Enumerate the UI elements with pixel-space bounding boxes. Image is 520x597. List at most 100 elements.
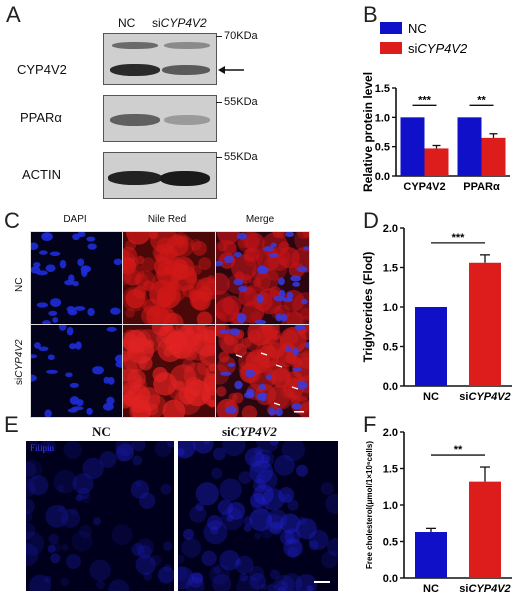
filipin-signal (227, 501, 246, 520)
filipin-signal (286, 539, 304, 558)
cytoplasm-blob (280, 385, 295, 399)
nucleus (294, 325, 303, 331)
filipin-signal (222, 441, 246, 457)
cytoplasm-blob (232, 392, 244, 404)
cytoplasm-blob (241, 301, 265, 324)
filipin-signal (249, 492, 266, 509)
cytoplasm-blob (191, 388, 201, 398)
cytoplasm-blob (208, 399, 215, 408)
filipin-signal (185, 576, 205, 591)
filipin-signal (130, 480, 150, 499)
micro-header-nile-red: Nile Red (147, 214, 187, 225)
cytoplasm-blob (238, 351, 258, 371)
blot-col-si: siCYP4V2 (152, 16, 207, 30)
filipin-signal (178, 448, 185, 456)
filipin-signal (261, 454, 271, 464)
filipin-signal (251, 496, 270, 515)
nucleus (290, 275, 302, 282)
nucleus (254, 319, 267, 324)
x-tick-label: siCYP4V2 (459, 391, 510, 403)
filipin-signal (26, 543, 39, 567)
filipin-signal (28, 475, 49, 496)
nucleus (291, 403, 302, 410)
panel-letter-c: C (4, 208, 20, 233)
filipin-signal (211, 467, 223, 480)
filipin-signal (308, 529, 329, 550)
cytoplasm-blob (125, 288, 146, 309)
y-tick-label: 0.0 (383, 573, 398, 585)
nucleus (33, 261, 41, 268)
filipin-signal (135, 481, 142, 488)
blot-ppara (103, 95, 217, 142)
micro-header-merge: Merge (245, 214, 275, 225)
y-tick-label: 2.0 (383, 427, 398, 439)
blot-row-label-cyp4v2: CYP4V2 (17, 62, 67, 77)
cytoplasm-blob (198, 257, 212, 271)
cytoplasm-blob (217, 356, 236, 375)
filipin-signal (284, 528, 301, 545)
cytoplasm-blob (191, 265, 202, 275)
blot-row-label-actin: ACTIN (22, 167, 61, 182)
nucleus (275, 313, 283, 322)
filipin-signal (201, 550, 217, 566)
filipin-signal (26, 459, 43, 481)
nucleus (256, 294, 265, 304)
nucleus (218, 329, 230, 334)
filipin-signal (267, 583, 277, 591)
y-tick-label: 1.0 (383, 500, 398, 512)
legend-swatch (380, 22, 402, 34)
cytoplasm-blob (247, 325, 274, 346)
filipin-image-si (178, 441, 338, 591)
nucleus (244, 369, 256, 378)
cytoplasm-blob (272, 232, 285, 239)
y-tick-label: 0.5 (375, 142, 390, 154)
filipin-signal (139, 492, 156, 509)
cytoplasm-blob (124, 269, 142, 286)
cytoplasm-blob (288, 392, 298, 401)
micro-row-nc: NC (14, 277, 25, 292)
filipin-signal (254, 532, 262, 540)
filipin-signal (203, 520, 228, 545)
filipin-signal (108, 579, 130, 591)
filipin-signal (61, 544, 69, 552)
filipin-signal (183, 528, 195, 540)
filipin-signal (274, 454, 295, 476)
cytoplasm-blob (249, 270, 271, 293)
significance-marker: *** (418, 94, 432, 106)
blot-mw-55-ppara: 55KDa (224, 96, 258, 108)
filipin-signal (273, 574, 295, 591)
nucleus (48, 310, 58, 316)
filipin-signal (47, 544, 56, 553)
cytoplasm-blob (127, 328, 152, 353)
nucleus (285, 232, 295, 237)
cytoplasm-blob (166, 234, 189, 257)
nucleus (233, 252, 242, 258)
bar (469, 262, 501, 386)
filipin-signal (235, 559, 243, 567)
y-tick-label: 1.5 (375, 83, 390, 95)
filipin-signal (160, 483, 172, 495)
blot-mw-55-actin: 55KDa (224, 151, 258, 163)
cytoplasm-blob (271, 367, 292, 388)
filipin-signal (61, 508, 81, 528)
filipin-image-nc: Filipin (26, 441, 174, 591)
cytoplasm-blob (302, 232, 309, 238)
micro-header-dapi: DAPI (63, 214, 87, 225)
panel-letter-f: F (363, 412, 377, 437)
nucleus (292, 347, 300, 356)
bar (481, 137, 506, 176)
filipin-signal (82, 457, 104, 480)
y-tick-label: 0.5 (383, 537, 398, 549)
filipin-signal (57, 505, 66, 513)
bar (415, 307, 447, 386)
nucleus (38, 346, 49, 352)
nucleus (44, 409, 52, 417)
filipin-signal (116, 443, 135, 462)
y-tick-label: 1.0 (375, 112, 390, 124)
filipin-signal (195, 482, 219, 506)
filipin-signal (281, 573, 302, 591)
nucleus (72, 233, 80, 241)
cytoplasm-blob (220, 335, 239, 354)
filipin-signal (210, 526, 219, 535)
cytoplasm-blob (223, 334, 235, 346)
